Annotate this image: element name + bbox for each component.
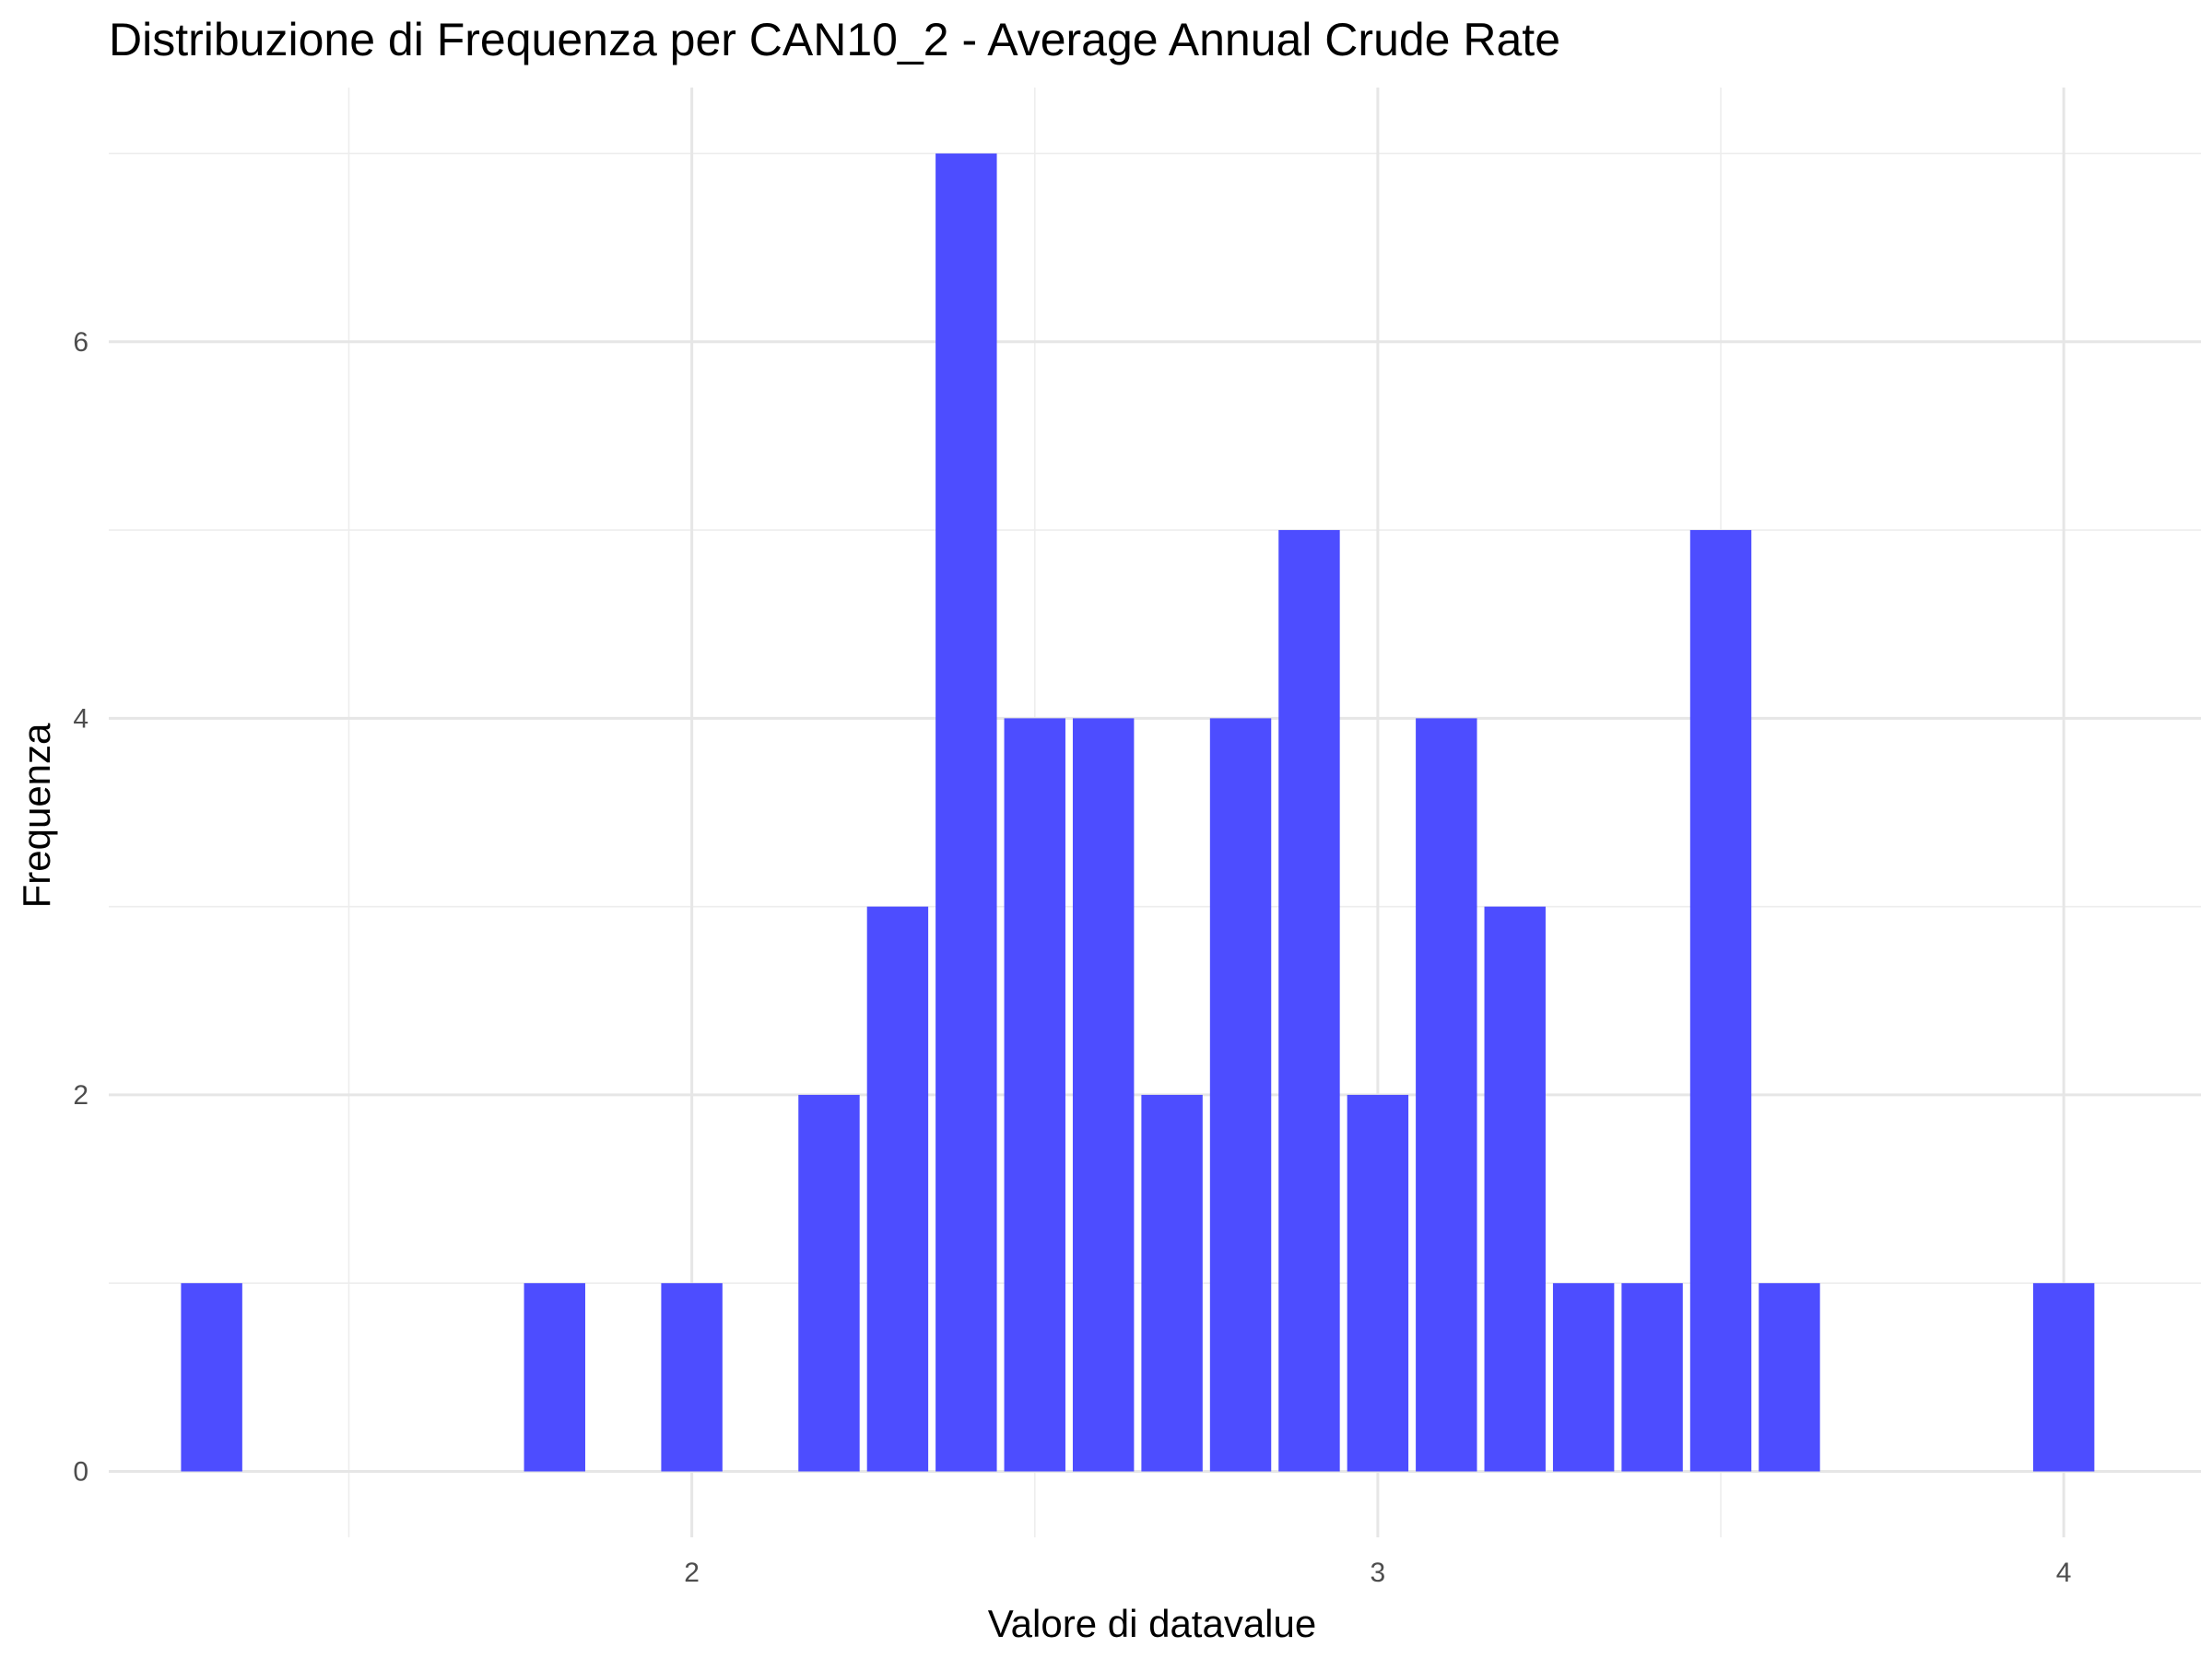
histogram-bar — [2032, 1283, 2095, 1472]
histogram-bar — [866, 906, 929, 1472]
x-axis-label: Valore di datavalue — [987, 1602, 1317, 1645]
histogram-bar — [661, 1283, 723, 1472]
histogram-bar — [798, 1094, 860, 1472]
x-tick-label: 3 — [1371, 1558, 1386, 1588]
y-tick-labels: 0 2 4 6 — [73, 327, 88, 1488]
y-tick-label: 6 — [73, 327, 88, 358]
histogram-bar — [1278, 530, 1340, 1472]
histogram-bar — [1689, 530, 1752, 1472]
histogram-bar — [1072, 718, 1135, 1472]
x-tick-label: 2 — [684, 1558, 700, 1588]
histogram-bar — [1484, 906, 1546, 1472]
histogram-bar — [1209, 718, 1272, 1472]
histogram-bar — [524, 1283, 585, 1472]
histogram-bars — [181, 153, 2095, 1472]
histogram-bar — [1416, 718, 1477, 1472]
histogram-bar — [935, 153, 997, 1472]
histogram-bar — [181, 1283, 242, 1472]
histogram-bar — [1141, 1094, 1203, 1472]
chart-title: Distribuzione di Frequenza per CAN10_2 -… — [109, 14, 1560, 65]
y-tick-label: 0 — [73, 1457, 88, 1488]
x-tick-label: 4 — [2056, 1558, 2072, 1588]
y-tick-label: 2 — [73, 1080, 88, 1111]
histogram-bar — [1004, 718, 1065, 1472]
histogram-bar — [1621, 1283, 1683, 1472]
y-tick-label: 4 — [73, 703, 88, 734]
histogram-bar — [1759, 1283, 1820, 1472]
histogram-bar — [1552, 1283, 1615, 1472]
histogram-bar — [1347, 1094, 1409, 1472]
x-tick-labels: 2 3 4 — [684, 1558, 2071, 1588]
